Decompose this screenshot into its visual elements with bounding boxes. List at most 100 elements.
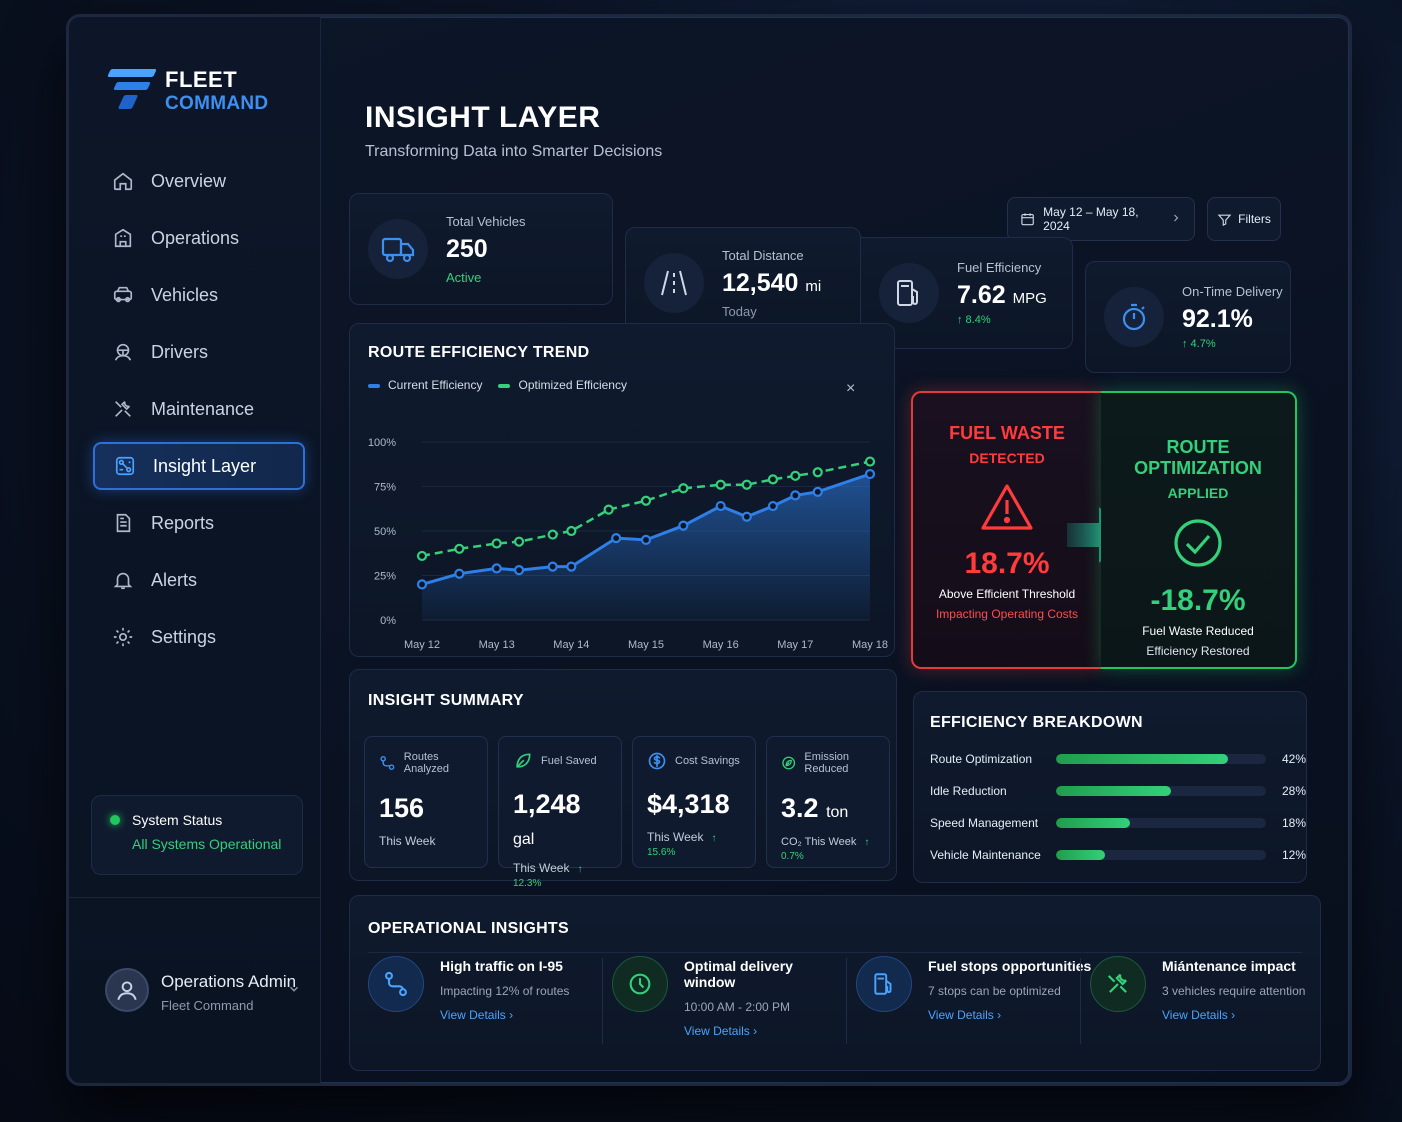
breakdown-row: Route Optimization 42% (930, 752, 1306, 766)
current-point (767, 500, 779, 512)
y-tick-label: 50% (374, 526, 396, 538)
operational-insights-card: OPERATIONAL INSIGHTS High traffic on I-9… (349, 895, 1321, 1071)
sidebar-item-settings[interactable]: Settings (93, 613, 305, 661)
x-tick-label: May 12 (404, 639, 440, 651)
fuel-waste-line2: Impacting Operating Costs (935, 607, 1079, 621)
eco-leaf-icon (782, 756, 796, 770)
route-opt-value: -18.7% (1150, 584, 1246, 617)
optimized-point (741, 479, 752, 490)
route-opt-title: ROUTE OPTIMIZATION (1134, 437, 1262, 478)
efficiency-breakdown-card: EFFICIENCY BREAKDOWN Route Optimization 4… (913, 691, 1307, 883)
wrench-icon (1090, 956, 1146, 1012)
optimized-point (416, 550, 428, 562)
kpi-total-distance: Total Distance 12,540 mi Today (625, 227, 861, 339)
check-circle-icon (1101, 517, 1295, 574)
system-status-label: System Status (132, 812, 223, 828)
user-menu[interactable]: Operations Admin Fleet Command (69, 897, 321, 1083)
kpi-label: Total Distance (722, 247, 804, 263)
date-range-label: May 12 – May 18, 2024 (1043, 205, 1139, 233)
fuel-waste-title: FUEL WASTE (949, 423, 1065, 443)
sidebar-item-drivers[interactable]: Drivers (93, 328, 305, 376)
x-tick-label: May 15 (628, 639, 664, 651)
sidebar-item-overview[interactable]: Overview (93, 157, 305, 205)
sidebar-item-reports[interactable]: Reports (93, 499, 305, 547)
breakdown-row: Vehicle Maintenance 12% (930, 848, 1306, 862)
optimized-point (566, 525, 577, 537)
summary-emission-reduced: Emission Reduced 3.2 ton CO₂ This Week ↑ … (766, 736, 890, 868)
sidebar-item-vehicles[interactable]: Vehicles (93, 271, 305, 319)
breakdown-pct: 42% (1281, 752, 1306, 766)
sidebar-item-operations[interactable]: Operations (93, 214, 305, 262)
filter-icon (1217, 214, 1232, 226)
avatar[interactable] (105, 968, 149, 1012)
sidebar-item-label: Reports (151, 512, 215, 533)
sidebar-item-insight-layer[interactable]: Insight Layer (93, 442, 305, 490)
filters-button[interactable]: Filters (1207, 197, 1281, 241)
optimized-point (864, 456, 876, 467)
sidebar-item-alerts[interactable]: Alerts (93, 556, 305, 604)
optimized-point (603, 504, 614, 515)
stopwatch-icon (1104, 287, 1164, 347)
breakdown-track (1056, 818, 1266, 828)
breakdown-track (1056, 850, 1266, 860)
user-name: Operations Admin (161, 972, 297, 991)
dashboard-window: FLEET COMMAND Overview Operations (66, 14, 1352, 1086)
x-tick-label: May 13 (479, 639, 515, 651)
system-status-value: All Systems Operational (132, 836, 282, 852)
legend-current: Current Efficiency (368, 378, 482, 392)
kpi-fuel-efficiency: Fuel Efficiency 7.62 MPG ↑ 8.4% (861, 237, 1073, 349)
current-point (678, 520, 689, 531)
breakdown-fill (1056, 754, 1229, 764)
bell-icon (111, 568, 135, 592)
brand-line2: COMMAND (165, 93, 269, 114)
optimized-point (678, 483, 689, 494)
date-range-picker[interactable]: May 12 – May 18, 2024 (1007, 197, 1195, 241)
route-icon (380, 756, 395, 770)
brand-logo[interactable]: FLEET COMMAND (107, 69, 269, 114)
optimized-point (767, 474, 779, 485)
warning-icon (913, 482, 1101, 537)
y-tick-label: 100% (368, 437, 396, 449)
breakdown-label: Vehicle Maintenance (930, 848, 1041, 862)
operational-insights-title: OPERATIONAL INSIGHTS (368, 920, 569, 937)
route-opt-subtitle: APPLIED (1167, 485, 1229, 501)
sidebar-item-label: Drivers (151, 341, 208, 362)
dollar-icon (648, 752, 666, 770)
gear-icon (111, 625, 135, 649)
view-details-link[interactable]: View Details › (928, 1008, 1002, 1022)
fuel-waste-subtitle: DETECTED (969, 450, 1045, 466)
view-details-link[interactable]: View Details › (1162, 1008, 1236, 1022)
chevron-down-icon[interactable] (287, 982, 301, 999)
system-status-card: System Status All Systems Operational (91, 795, 303, 875)
kpi-value: 7.62 (957, 281, 1006, 309)
kpi-unit: MPG (1012, 290, 1047, 307)
current-point (741, 511, 752, 522)
optimized-efficiency-line (421, 460, 871, 558)
insight-title: Miántenance impact (1162, 958, 1296, 974)
kpi-sub: Active (446, 269, 482, 285)
insight-fuel-stops: Fuel stops opportunities 7 stops can be … (856, 956, 1092, 1022)
close-icon[interactable]: × (846, 380, 856, 397)
page-title: INSIGHT LAYER (365, 101, 601, 134)
summary-foot: This Week (379, 834, 436, 848)
summary-fuel-saved: Fuel Saved 1,248 gal This Week ↑ 12.3% (498, 736, 622, 889)
building-icon (111, 226, 135, 250)
optimized-point (513, 536, 525, 547)
breakdown-fill (1056, 786, 1171, 796)
chevron-right-icon (1170, 212, 1182, 227)
view-details-link[interactable]: View Details › (684, 1024, 758, 1038)
route-opt-line1: Fuel Waste Reduced (1142, 624, 1254, 638)
route-trend-title: ROUTE EFFICIENCY TREND (368, 344, 590, 361)
current-point (491, 563, 502, 574)
sidebar-item-maintenance[interactable]: Maintenance (93, 385, 305, 433)
fuel-pump-icon (879, 263, 939, 323)
kpi-label: On-Time Delivery (1182, 284, 1283, 299)
current-point (611, 533, 622, 544)
x-tick-label: May 14 (553, 639, 589, 651)
x-tick-label: May 16 (703, 639, 739, 651)
current-point (812, 486, 823, 497)
breakdown-pct: 28% (1281, 784, 1306, 798)
kpi-value: 250 (446, 234, 488, 263)
view-details-link[interactable]: View Details › (440, 1008, 514, 1022)
breakdown-row: Speed Management 18% (930, 816, 1306, 830)
